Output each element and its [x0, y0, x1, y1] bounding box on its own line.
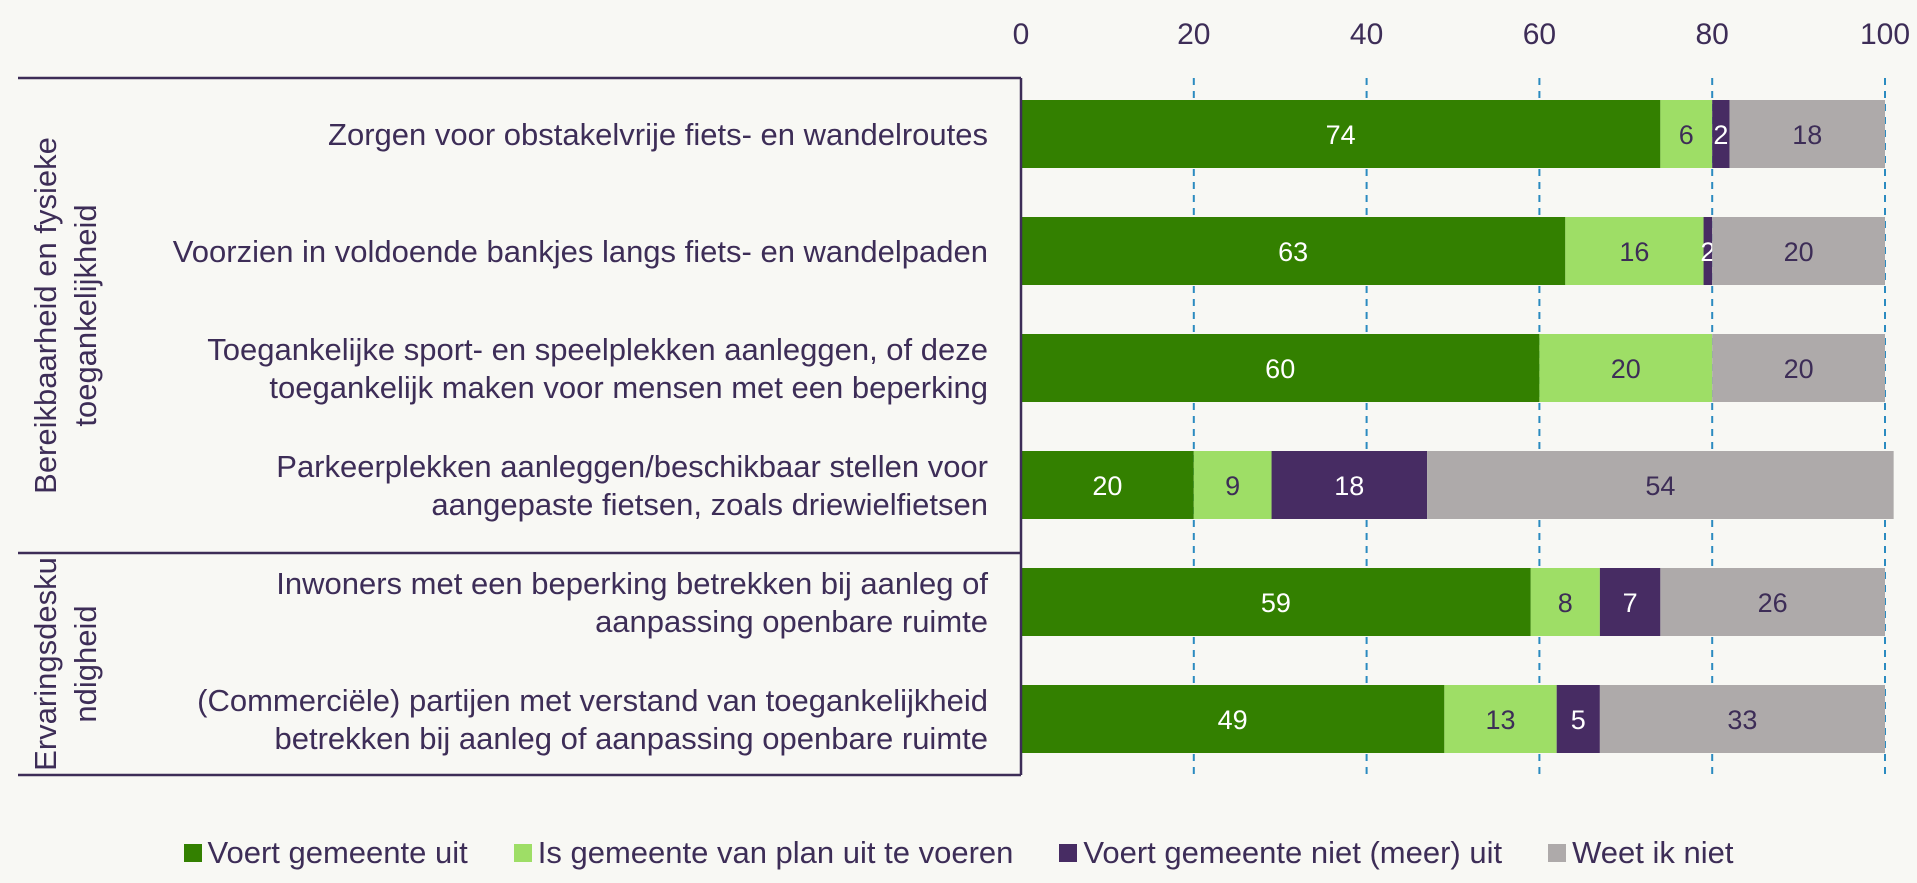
data-label: 5 [1571, 705, 1586, 735]
legend: Voert gemeente uit Is gemeente van plan … [0, 833, 1917, 873]
legend-label: Voert gemeente niet (meer) uit [1083, 835, 1503, 870]
legend-label: Voert gemeente uit [207, 835, 468, 870]
bar-segment [1021, 451, 1194, 519]
category-label: (Commerciële) partijen met verstand van … [197, 683, 988, 718]
bar-segment [1712, 100, 1730, 168]
data-label: 74 [1326, 120, 1356, 150]
bar-segment [1021, 568, 1531, 636]
bar-segment [1021, 685, 1445, 753]
bar-segment [1444, 685, 1557, 753]
bar-segment [1712, 334, 1885, 402]
data-label: 13 [1485, 705, 1515, 735]
bar-segment [1565, 217, 1704, 285]
x-tick-label: 40 [1350, 18, 1383, 51]
bar-segment [1660, 100, 1713, 168]
bar-segment [1193, 451, 1272, 519]
category-label: aangepaste fietsen, zoals driewielfietse… [431, 487, 988, 522]
data-label: 20 [1611, 354, 1641, 384]
category-label: Voorzien in voldoende bankjes langs fiet… [173, 234, 988, 269]
bar-segment [1427, 451, 1894, 519]
data-label: 20 [1784, 237, 1814, 267]
bar-segment [1271, 451, 1428, 519]
data-label: 26 [1758, 588, 1788, 618]
data-label: 18 [1334, 471, 1364, 501]
legend-swatch [513, 844, 532, 862]
bar-segment [1539, 334, 1713, 402]
data-label: 63 [1278, 237, 1308, 267]
legend-swatch [183, 844, 202, 862]
legend-item-voert-uit: Voert gemeente uit [183, 835, 468, 871]
x-tick-label: 80 [1696, 18, 1729, 51]
data-label: 8 [1558, 588, 1573, 618]
category-label: Toegankelijke sport- en speelplekken aan… [207, 332, 988, 367]
data-label: 7 [1623, 588, 1638, 618]
legend-label: Weet ik niet [1572, 835, 1734, 870]
bar-segment [1660, 568, 1885, 636]
category-label: Zorgen voor obstakelvrije fiets- en wand… [328, 117, 988, 152]
bar-segment [1021, 334, 1540, 402]
group-label: ndigheid [68, 605, 103, 722]
data-label: 54 [1645, 471, 1675, 501]
group-label: toegankelijkheid [68, 204, 103, 426]
data-label: 59 [1261, 588, 1291, 618]
x-tick-label: 60 [1523, 18, 1556, 51]
group-label: Ervaringsdesku [28, 557, 63, 771]
category-label: Inwoners met een beperking betrekken bij… [276, 566, 988, 601]
data-label: 60 [1265, 354, 1295, 384]
data-label: 18 [1792, 120, 1822, 150]
group-label: Bereikbaarheid en fysieke [28, 137, 63, 494]
category-label: toegankelijk maken voor mensen met een b… [269, 370, 988, 405]
data-label: 20 [1092, 471, 1122, 501]
data-label: 2 [1713, 120, 1728, 150]
bar-segment [1556, 685, 1600, 753]
legend-item-weet-niet: Weet ik niet [1548, 835, 1734, 871]
bar-segment [1021, 100, 1661, 168]
x-tick-label: 100 [1860, 18, 1910, 51]
data-label: 33 [1727, 705, 1757, 735]
data-label: 49 [1218, 705, 1248, 735]
bar-segment [1530, 568, 1600, 636]
x-tick-label: 0 [1013, 18, 1030, 51]
category-label: Parkeerplekken aanleggen/beschikbaar ste… [276, 449, 988, 484]
data-label: 16 [1619, 237, 1649, 267]
bar-segment [1599, 685, 1885, 753]
bar-segment [1703, 217, 1713, 285]
bar-segment [1729, 100, 1885, 168]
bar-segment [1021, 217, 1566, 285]
legend-item-van-plan: Is gemeente van plan uit te voeren [513, 835, 1014, 871]
legend-swatch [1059, 844, 1078, 862]
legend-item-niet-meer: Voert gemeente niet (meer) uit [1059, 835, 1502, 871]
bar-segment [1712, 217, 1885, 285]
bar-segment [1599, 568, 1661, 636]
data-label: 9 [1225, 471, 1240, 501]
data-label: 2 [1700, 237, 1715, 267]
x-tick-label: 20 [1177, 18, 1210, 51]
legend-swatch [1548, 844, 1567, 862]
legend-label: Is gemeente van plan uit te voeren [537, 835, 1014, 870]
data-label: 20 [1784, 354, 1814, 384]
data-label: 6 [1679, 120, 1694, 150]
category-label: betrekken bij aanleg of aanpassing openb… [275, 721, 988, 756]
category-label: aanpassing openbare ruimte [595, 604, 988, 639]
